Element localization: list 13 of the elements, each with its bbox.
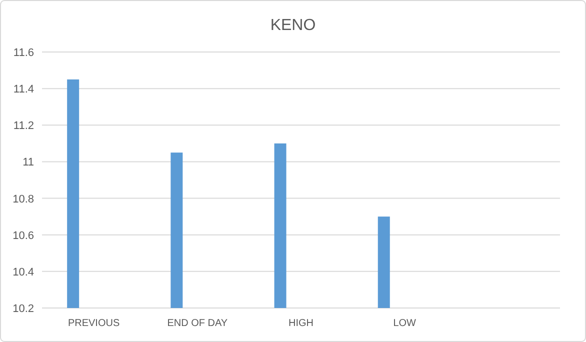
- x-tick-label: PREVIOUS: [68, 318, 120, 329]
- y-tick-label: 10.6: [12, 230, 34, 242]
- y-tick-label: 10.8: [12, 193, 34, 206]
- y-tick-label: 11: [22, 156, 34, 169]
- y-tick-label: 11.2: [13, 120, 34, 132]
- x-tick-label: HIGH: [288, 318, 314, 329]
- chart-title: KENO: [270, 17, 316, 34]
- y-tick-label: 10.2: [12, 303, 34, 315]
- x-tick-label: LOW: [393, 318, 417, 329]
- y-tick-label: 11.6: [13, 47, 34, 59]
- x-tick-label: END OF DAY: [167, 318, 228, 329]
- y-tick-label: 11.4: [13, 84, 34, 96]
- y-tick-label: 10.4: [12, 266, 34, 278]
